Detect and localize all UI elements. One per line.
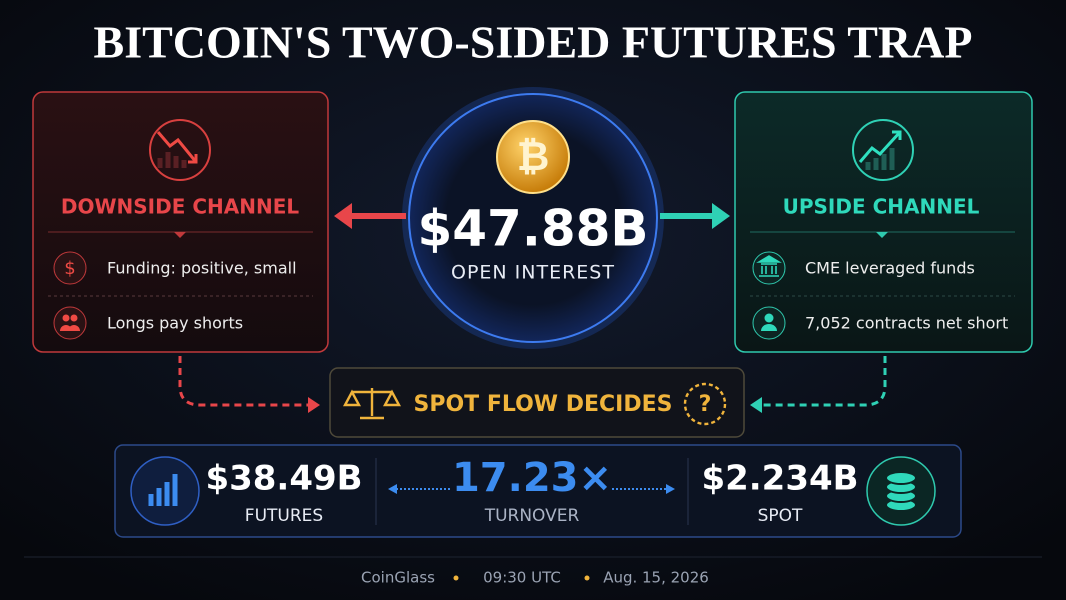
downside-icon <box>149 119 211 181</box>
bitcoin-coin <box>496 120 570 194</box>
footer-date: Aug. 15, 2026 <box>603 569 709 587</box>
person-icon <box>764 313 774 323</box>
downside-panel <box>32 91 329 353</box>
item-icon <box>53 251 87 285</box>
upside-heading: UPSIDE CHANNEL <box>783 195 980 219</box>
futures-label: FUTURES <box>245 506 323 526</box>
up-arrow-icon <box>858 130 902 163</box>
bitcoin-symbol: ₿ <box>517 134 550 180</box>
question-icon: ? <box>699 392 712 417</box>
upside-icon <box>852 119 914 181</box>
item-text: 7,052 contracts net short <box>805 314 1008 333</box>
turnover-label: TURNOVER <box>484 506 580 526</box>
open-interest-circle <box>408 93 658 343</box>
item-text: Funding: positive, small <box>107 259 297 278</box>
bars-icon <box>157 152 187 168</box>
bank-icon <box>756 255 782 277</box>
right-flow <box>757 356 887 407</box>
upside-panel <box>734 91 1033 353</box>
footer-dot <box>584 575 590 581</box>
open-interest-value: $47.88B <box>417 200 648 258</box>
spot-label: SPOT <box>758 506 803 526</box>
item-icon <box>752 306 786 340</box>
left-flow <box>178 356 310 407</box>
pointer <box>876 232 888 238</box>
bars-icon <box>865 148 895 170</box>
coin-stack-icon <box>885 471 917 512</box>
footer-time: 09:30 UTC <box>483 569 561 587</box>
pointer <box>174 232 186 238</box>
open-interest-label: OPEN INTEREST <box>451 262 615 284</box>
decision-box <box>329 367 745 438</box>
turnover-value: 17.23× <box>452 455 612 501</box>
downside-heading: DOWNSIDE CHANNEL <box>61 195 300 219</box>
item-text: CME leveraged funds <box>805 259 975 278</box>
bars-icon <box>148 474 178 506</box>
title: BITCOIN'S TWO-SIDED FUTURES TRAP <box>94 17 973 68</box>
people-icon <box>60 325 80 331</box>
item-text: Longs pay shorts <box>107 314 243 333</box>
down-arrow-icon <box>156 131 198 164</box>
dollar-icon: $ <box>64 258 75 279</box>
footer-source: CoinGlass <box>361 569 435 587</box>
question-circle <box>683 382 727 426</box>
spot-value: $2.234B <box>701 459 858 499</box>
stats-box <box>114 444 962 538</box>
footer-dot <box>453 575 459 581</box>
decision-text: SPOT FLOW DECIDES <box>414 392 673 417</box>
futures-value: $38.49B <box>205 459 362 499</box>
scale-icon <box>342 388 402 420</box>
item-icon <box>53 306 87 340</box>
